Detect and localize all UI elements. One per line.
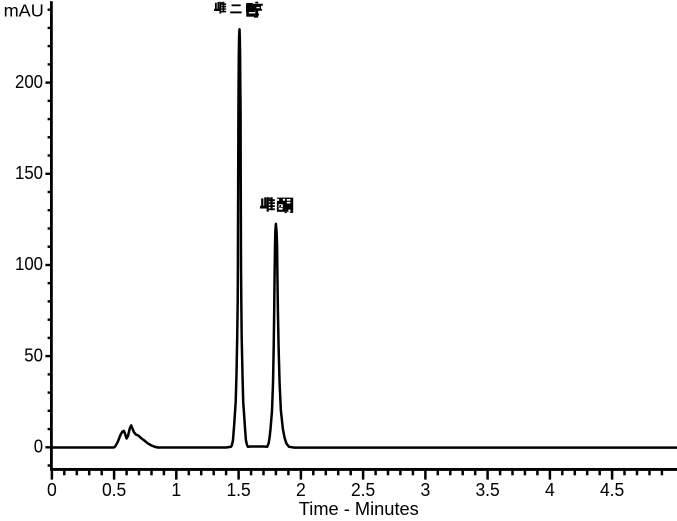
svg-text:1.5: 1.5 (226, 480, 250, 500)
svg-text:1: 1 (171, 480, 181, 500)
svg-text:0.5: 0.5 (102, 480, 126, 500)
svg-text:150: 150 (15, 163, 43, 183)
svg-text:4: 4 (545, 480, 555, 500)
svg-text:3.5: 3.5 (475, 480, 499, 500)
svg-text:50: 50 (24, 345, 43, 365)
svg-text:3: 3 (421, 480, 431, 500)
svg-text:4.5: 4.5 (600, 480, 624, 500)
svg-text:2.5: 2.5 (351, 480, 375, 500)
svg-text:200: 200 (15, 72, 43, 92)
svg-text:0: 0 (47, 480, 57, 500)
svg-text:0: 0 (34, 436, 43, 456)
svg-text:mAU: mAU (4, 0, 44, 20)
svg-text:2: 2 (296, 480, 306, 500)
svg-text:100: 100 (15, 254, 43, 274)
svg-text:Time - Minutes: Time - Minutes (299, 498, 419, 519)
